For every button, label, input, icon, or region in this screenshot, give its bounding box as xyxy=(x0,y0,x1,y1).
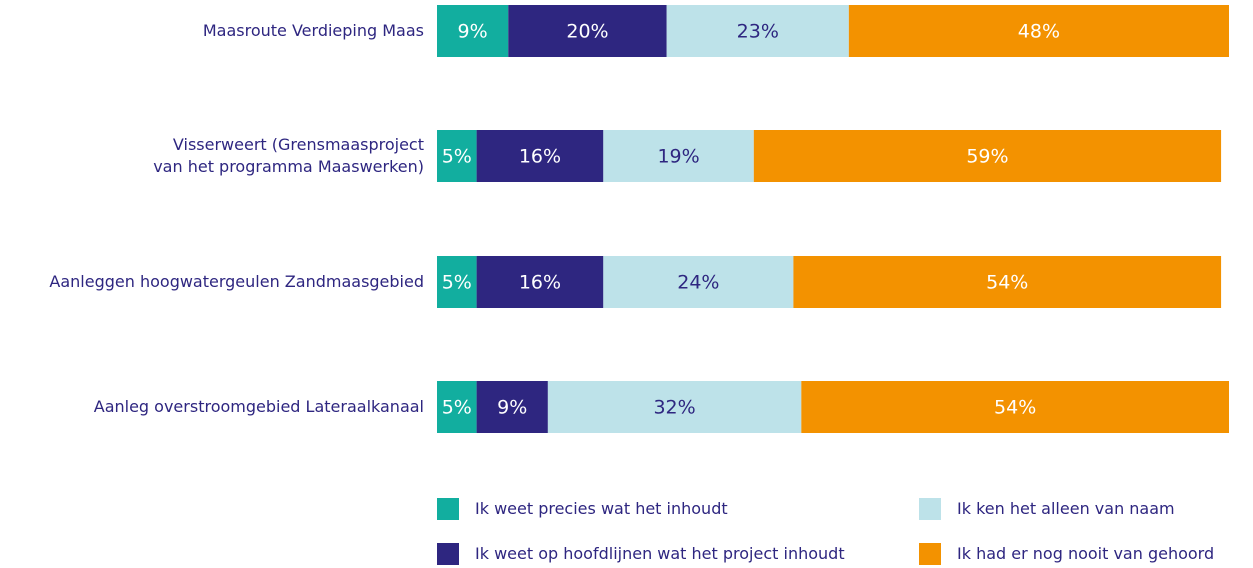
legend-label: Ik had er nog nooit van gehoord xyxy=(957,544,1215,563)
bar-segment xyxy=(437,381,477,433)
value-label: 23% xyxy=(737,21,779,43)
legend-swatch xyxy=(437,498,459,520)
value-label: 5% xyxy=(442,397,472,419)
legend-item: Ik weet precies wat het inhoudt xyxy=(437,498,728,520)
bar-segment xyxy=(666,5,849,57)
legend-label: Ik weet precies wat het inhoudt xyxy=(475,499,728,518)
value-label: 48% xyxy=(1018,21,1060,43)
legend-label: Ik weet op hoofdlijnen wat het project i… xyxy=(475,544,845,563)
bar-segment xyxy=(603,256,794,308)
bar-segment xyxy=(437,256,477,308)
value-label: 19% xyxy=(657,146,699,168)
category-label: Aanleg overstroomgebied Lateraalkanaal xyxy=(93,397,424,416)
bar-segment xyxy=(603,130,754,182)
value-label: 5% xyxy=(442,146,472,168)
bar-segment xyxy=(508,5,667,57)
category-label: Aanleggen hoogwatergeulen Zandmaasgebied xyxy=(49,272,424,291)
value-label: 20% xyxy=(566,21,608,43)
bar-segment xyxy=(793,256,1222,308)
value-label: 32% xyxy=(653,397,695,419)
category-label: Maasroute Verdieping Maas xyxy=(202,21,424,40)
value-label: 24% xyxy=(677,272,719,294)
value-label: 54% xyxy=(986,272,1028,294)
bar-segment xyxy=(437,130,477,182)
bar-segment xyxy=(547,381,802,433)
value-label: 9% xyxy=(458,21,488,43)
value-label: 16% xyxy=(519,272,561,294)
legend-item: Ik ken het alleen van naam xyxy=(919,498,1175,520)
value-label: 59% xyxy=(966,146,1008,168)
bar-segment xyxy=(801,381,1229,433)
legend-label: Ik ken het alleen van naam xyxy=(957,499,1175,518)
legend-item: Ik weet op hoofdlijnen wat het project i… xyxy=(437,543,845,565)
legend-item: Ik had er nog nooit van gehoord xyxy=(919,543,1214,565)
bar-segment xyxy=(437,5,509,57)
bar-segment xyxy=(476,130,604,182)
value-label: 54% xyxy=(994,397,1036,419)
value-label: 9% xyxy=(497,397,527,419)
legend-swatch xyxy=(919,498,941,520)
bar-segment xyxy=(476,381,548,433)
legend-swatch xyxy=(919,543,941,565)
bar-segment xyxy=(753,130,1222,182)
value-label: 16% xyxy=(519,146,561,168)
bar-segment xyxy=(848,5,1229,57)
bar-segment xyxy=(476,256,604,308)
category-label: Visserweert (Grensmaasproject van het pr… xyxy=(153,135,424,176)
value-label: 5% xyxy=(442,272,472,294)
legend-swatch xyxy=(437,543,459,565)
